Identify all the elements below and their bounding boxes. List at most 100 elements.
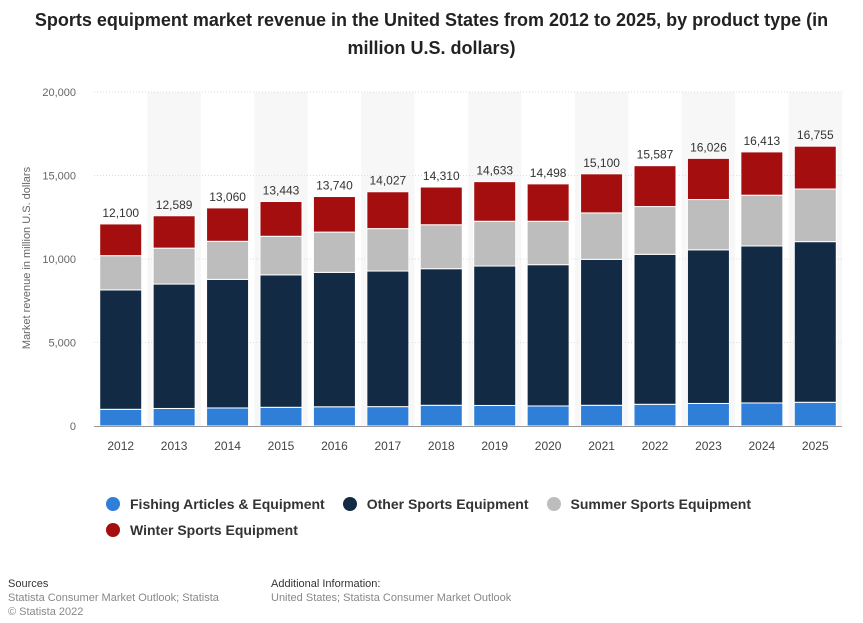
bar-segment[interactable] <box>473 181 517 222</box>
bar-segment[interactable] <box>366 191 410 230</box>
bar-segment[interactable] <box>152 247 196 285</box>
x-tick-label: 2022 <box>642 439 669 453</box>
total-data-label: 13,740 <box>316 179 353 193</box>
legend-marker-icon <box>342 497 357 511</box>
bar-segment[interactable] <box>419 404 463 427</box>
x-tick-label: 2015 <box>268 439 295 453</box>
y-tick-label: 20,000 <box>42 87 76 99</box>
bar-segment[interactable] <box>99 223 143 257</box>
x-tick-label: 2024 <box>749 439 776 453</box>
bar-segment[interactable] <box>633 206 677 255</box>
bar-segment[interactable] <box>686 199 730 251</box>
total-data-label: 13,060 <box>209 190 246 204</box>
total-data-label: 14,498 <box>530 166 567 180</box>
y-tick-label: 15,000 <box>42 171 76 183</box>
bar-segment[interactable] <box>312 231 356 273</box>
bar-segment[interactable] <box>259 274 303 408</box>
chart-title: Sports equipment market revenue in the U… <box>34 10 829 58</box>
bar-segment[interactable] <box>686 249 730 404</box>
bar-segment[interactable] <box>686 402 730 427</box>
total-data-label: 12,100 <box>102 206 139 220</box>
x-tick-label: 2025 <box>802 439 829 453</box>
bar-segment[interactable] <box>366 228 410 272</box>
legend-item[interactable]: Winter Sports Equipment <box>106 520 298 540</box>
bar-segment[interactable] <box>259 235 303 276</box>
bar-segment[interactable] <box>473 404 517 427</box>
bar-segment[interactable] <box>152 215 196 249</box>
total-data-label: 15,587 <box>637 148 674 162</box>
legend-item[interactable]: Other Sports Equipment <box>342 494 529 514</box>
bar-segment[interactable] <box>99 408 143 427</box>
bar-segment[interactable] <box>312 406 356 427</box>
bar-segment[interactable] <box>793 188 837 243</box>
bar-segment[interactable] <box>419 268 463 406</box>
bar-segment[interactable] <box>152 407 196 427</box>
bar-segment[interactable] <box>526 405 570 427</box>
legend-marker-icon <box>106 523 120 537</box>
x-tick-label: 2018 <box>428 439 455 453</box>
legend-label: Winter Sports Equipment <box>130 522 298 538</box>
total-data-label: 12,589 <box>156 198 193 212</box>
bar-segment[interactable] <box>206 240 250 280</box>
bar-segment[interactable] <box>312 196 356 233</box>
bar-segment[interactable] <box>206 407 250 427</box>
bar-segment[interactable] <box>366 270 410 408</box>
legend-item[interactable]: Fishing Articles & Equipment <box>106 494 325 514</box>
legend-label: Summer Sports Equipment <box>570 496 751 512</box>
total-data-label: 14,310 <box>423 169 460 183</box>
legend-marker-icon <box>546 497 561 511</box>
bar-segment[interactable] <box>206 207 250 242</box>
bar-segment[interactable] <box>473 265 517 406</box>
bar-segment[interactable] <box>366 406 410 427</box>
bar-segment[interactable] <box>686 157 730 201</box>
bar-segment[interactable] <box>206 278 250 409</box>
bar-segment[interactable] <box>740 151 784 196</box>
bar-segment[interactable] <box>312 271 356 408</box>
additional-info-label: Additional Information: <box>271 578 381 590</box>
x-tick-label: 2017 <box>375 439 402 453</box>
bar-segment[interactable] <box>419 186 463 226</box>
bar-segment[interactable] <box>633 165 677 208</box>
bar-segment[interactable] <box>152 283 196 409</box>
bar-segment[interactable] <box>473 220 517 267</box>
bar-segment[interactable] <box>793 401 837 427</box>
additional-info-text: United States; Statista Consumer Market … <box>271 592 512 604</box>
bar-segment[interactable] <box>580 173 624 214</box>
bar-segment[interactable] <box>526 220 570 266</box>
copyright-text: © Statista 2022 <box>8 606 84 618</box>
stacked-bar-chart: 12,100 12,589 13,060 13,443 13,740 14,027 14,3… <box>21 87 842 453</box>
bar-segment[interactable] <box>99 255 143 291</box>
total-data-label: 16,413 <box>744 134 781 148</box>
bar-segment[interactable] <box>580 258 624 406</box>
bar-segment[interactable] <box>793 145 837 190</box>
bar-segment[interactable] <box>99 289 143 410</box>
bar-segment[interactable] <box>740 194 784 247</box>
legend-item[interactable]: Summer Sports Equipment <box>546 494 751 514</box>
sources-block: Sources Statista Consumer Market Outlook… <box>8 577 219 619</box>
bar-segment[interactable] <box>633 403 677 427</box>
y-tick-label: 0 <box>70 421 76 433</box>
bar-segment[interactable] <box>740 402 784 427</box>
bar-segment[interactable] <box>633 253 677 405</box>
bar-segment[interactable] <box>419 224 463 270</box>
additional-info-block: Additional Information: United States; S… <box>271 577 511 605</box>
bar-segment[interactable] <box>259 406 303 427</box>
bar-segment[interactable] <box>580 212 624 260</box>
total-data-label: 14,633 <box>476 164 513 178</box>
bar-segment[interactable] <box>259 201 303 237</box>
total-data-label: 13,443 <box>263 184 300 198</box>
x-tick-label: 2014 <box>214 439 241 453</box>
sources-label: Sources <box>8 578 49 590</box>
bar-segment[interactable] <box>740 245 784 404</box>
legend-label: Other Sports Equipment <box>366 496 529 512</box>
y-tick-label: 5,000 <box>48 338 76 350</box>
bar-segment[interactable] <box>793 241 837 403</box>
legend-label: Fishing Articles & Equipment <box>130 496 325 512</box>
total-data-label: 16,755 <box>797 128 834 142</box>
bar-segment[interactable] <box>580 404 624 427</box>
x-tick-label: 2019 <box>481 439 508 453</box>
bar-segment[interactable] <box>526 183 570 222</box>
sources-text[interactable]: Statista Consumer Market Outlook; Statis… <box>8 592 219 604</box>
bar-segment[interactable] <box>526 264 570 407</box>
x-tick-label: 2023 <box>695 439 722 453</box>
